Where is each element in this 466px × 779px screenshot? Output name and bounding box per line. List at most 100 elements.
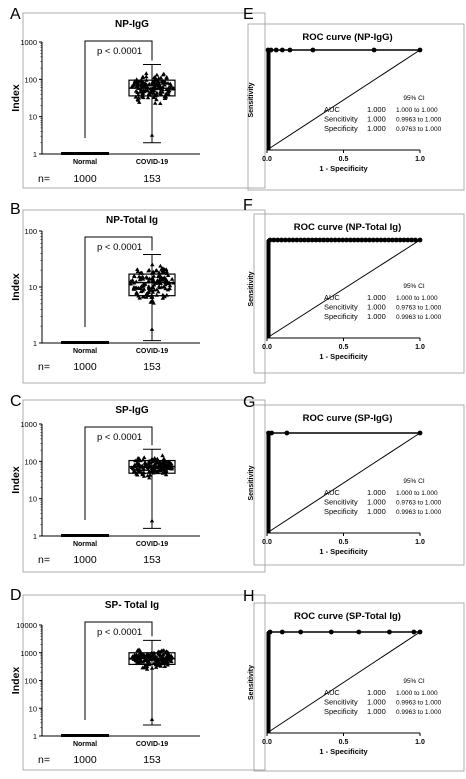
- covid-point: [129, 84, 135, 89]
- n-covid: 153: [143, 554, 161, 566]
- roc-point: [382, 237, 388, 243]
- chart-title: ROC curve (SP-IgG): [303, 413, 393, 424]
- ci-header: 95% CI: [403, 478, 425, 485]
- reference-diagonal: [266, 49, 421, 151]
- significance-bracket: [84, 426, 153, 520]
- x-axis-label: 1 - Specificity: [319, 747, 368, 756]
- roc-point: [355, 237, 361, 243]
- covid-point: [141, 283, 146, 288]
- roc-point: [405, 237, 411, 243]
- covid-point: [161, 462, 166, 467]
- y-tick-label: 1: [33, 732, 37, 741]
- roc-point: [417, 237, 423, 243]
- stat-label: Sencitivity: [324, 698, 358, 707]
- roc-point: [417, 47, 423, 53]
- covid-point: [150, 262, 155, 267]
- covid-point: [160, 453, 165, 458]
- roc-point: [332, 237, 338, 243]
- covid-point: [156, 76, 161, 80]
- covid-point: [138, 87, 144, 91]
- covid-point: [164, 649, 169, 653]
- covid-point: [158, 663, 164, 668]
- stat-label: Specificity: [324, 507, 358, 516]
- x-tick-label: 0.5: [339, 739, 349, 746]
- covid-point: [147, 288, 153, 292]
- covid-point: [140, 275, 146, 279]
- covid-point: [164, 269, 169, 274]
- y-tick-label: 100: [24, 677, 37, 686]
- stat-value: 1.000: [367, 688, 386, 697]
- covid-point: [154, 97, 159, 102]
- roc-point: [370, 237, 376, 243]
- covid-point: [142, 664, 147, 669]
- chart-title: ROC curve (SP-Total Ig): [294, 611, 401, 622]
- n-covid: 153: [143, 173, 161, 185]
- covid-point: [137, 295, 142, 300]
- covid-point: [161, 71, 166, 76]
- covid-point: [136, 92, 141, 97]
- roc-point: [310, 47, 316, 53]
- stat-label: AUC: [324, 688, 340, 697]
- p-value-label: p < 0.0001: [97, 46, 142, 57]
- panel-e: E ROC curve (NP-IgG) 0.0 0.5 1.0 1 - Specific…: [243, 6, 465, 191]
- covid-point: [137, 100, 142, 104]
- category-label: Normal: [73, 541, 97, 548]
- y-tick-label: 10000: [16, 621, 37, 630]
- covid-point: [149, 466, 154, 471]
- covid-point: [135, 90, 140, 94]
- y-tick-label: 100: [24, 227, 37, 236]
- covid-point: [136, 456, 142, 460]
- covid-point: [148, 299, 153, 304]
- stat-ci: 0.9963 to 1.000: [396, 509, 442, 516]
- covid-point: [140, 92, 145, 97]
- n-normal: 1000: [73, 173, 97, 185]
- covid-point: [134, 290, 139, 294]
- panel-d: D SP- Total Ig 1 10 100 1000 10000 Index Normal C…: [10, 587, 266, 771]
- stat-ci: 0.9763 to 1.000: [396, 305, 442, 312]
- y-tick-label: 1000: [20, 649, 37, 658]
- roc-point: [417, 629, 423, 635]
- roc-point: [287, 47, 293, 53]
- n-label: n=: [38, 173, 50, 185]
- covid-point: [135, 269, 140, 274]
- stat-ci: 0.9963 to 1.000: [396, 709, 442, 716]
- n-normal: 1000: [73, 754, 97, 766]
- covid-point: [146, 278, 151, 283]
- covid-point: [168, 463, 174, 467]
- covid-point: [158, 101, 163, 105]
- roc-point: [305, 237, 311, 243]
- roc-point: [294, 237, 300, 243]
- covid-point: [149, 276, 155, 281]
- y-tick-label: 100: [24, 457, 37, 466]
- covid-point: [149, 132, 155, 137]
- panel-frame: [247, 23, 465, 191]
- roc-point: [401, 237, 407, 243]
- covid-point: [138, 275, 143, 280]
- stat-label: Sencitivity: [324, 115, 358, 124]
- roc-point: [268, 47, 274, 53]
- covid-point: [134, 466, 139, 471]
- roc-point: [359, 237, 365, 243]
- roc-point: [347, 237, 353, 243]
- covid-point: [147, 475, 152, 480]
- covid-point: [146, 268, 151, 273]
- x-tick-label: 0.5: [339, 344, 349, 351]
- p-value-label: p < 0.0001: [97, 242, 142, 253]
- covid-point: [147, 82, 152, 86]
- covid-point: [144, 274, 149, 279]
- category-label: COVID-19: [136, 741, 168, 748]
- stat-value: 1.000: [367, 707, 386, 716]
- roc-point: [286, 237, 292, 243]
- covid-point: [132, 462, 137, 467]
- panel-letter: G: [243, 394, 255, 411]
- stat-value: 1.000: [367, 115, 386, 124]
- y-tick-label: 10: [29, 113, 37, 122]
- covid-point: [163, 282, 168, 287]
- p-value-label: p < 0.0001: [97, 627, 142, 638]
- covid-point: [144, 291, 149, 296]
- covid-point: [136, 97, 141, 102]
- covid-point: [154, 287, 160, 291]
- panel-c: C SP-IgG 1 10 100 1000 Index Normal COVID-19 n= 10…: [10, 393, 266, 573]
- x-tick-label: 1.0: [415, 739, 425, 746]
- covid-point: [134, 460, 140, 465]
